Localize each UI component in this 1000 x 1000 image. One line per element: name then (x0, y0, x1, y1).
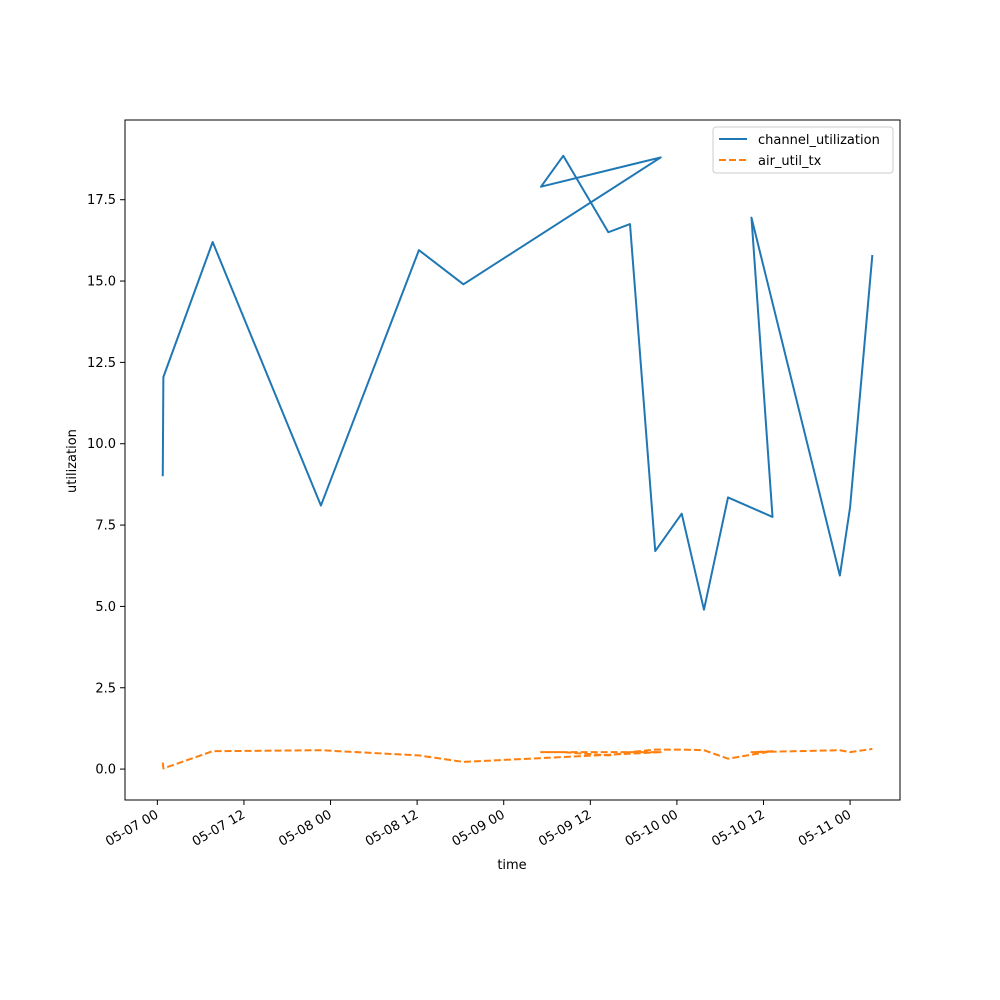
legend-label: air_util_tx (758, 154, 822, 169)
legend-label: channel_utilization (758, 133, 880, 148)
axes-frame (124, 119, 901, 801)
y-tick-label: 12.5 (87, 356, 116, 371)
y-tick-label: 0.0 (95, 763, 116, 778)
legend: channel_utilization air_util_tx (712, 126, 894, 174)
y-axis-label: utilization (65, 429, 80, 493)
legend-box (712, 126, 894, 174)
y-tick-label: 15.0 (87, 275, 116, 290)
y-tick-label: 17.5 (87, 193, 116, 208)
y-tick-label: 2.5 (95, 681, 116, 696)
series-line-channel-utilization (161, 154, 874, 611)
y-tick-label: 10.0 (87, 437, 116, 452)
series-line-air-util-tx (161, 747, 873, 770)
y-tick-label: 7.5 (95, 519, 116, 534)
y-axis: 0.0 2.5 5.0 7.5 10.0 12.5 15.0 17.5 (87, 193, 125, 778)
x-axis-label: time (497, 858, 526, 873)
plot-layer (161, 154, 874, 770)
y-tick-label: 5.0 (95, 600, 116, 615)
